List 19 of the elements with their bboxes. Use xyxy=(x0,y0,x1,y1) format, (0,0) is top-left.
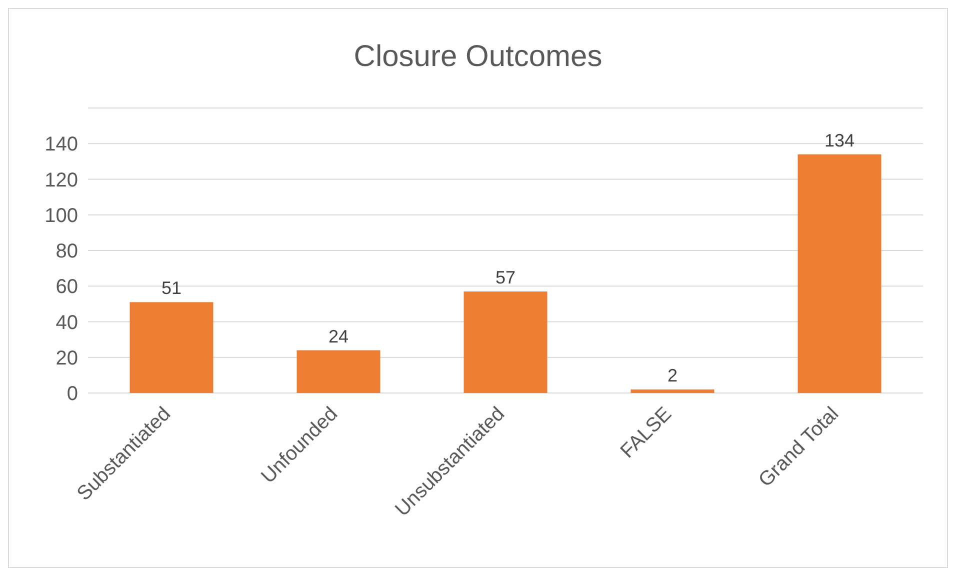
y-tick-label: 60 xyxy=(56,276,78,298)
y-tick-label: 100 xyxy=(44,204,78,227)
y-tick-label: 20 xyxy=(56,347,78,370)
chart-title: Closure Outcomes xyxy=(354,40,602,73)
bar xyxy=(464,291,548,393)
y-tick-label: 120 xyxy=(44,169,78,192)
bar xyxy=(798,154,882,393)
data-label: 24 xyxy=(328,326,349,346)
bar xyxy=(630,389,714,393)
data-label: 51 xyxy=(161,278,182,298)
bar xyxy=(130,302,214,393)
data-label: 134 xyxy=(824,130,855,150)
y-tick-label: 140 xyxy=(44,134,78,156)
y-tick-label: 80 xyxy=(56,240,78,262)
y-tick-label: 0 xyxy=(66,383,78,405)
data-label: 2 xyxy=(667,365,678,386)
bar xyxy=(296,350,380,393)
data-label: 57 xyxy=(495,267,516,288)
y-tick-label: 40 xyxy=(56,312,78,334)
